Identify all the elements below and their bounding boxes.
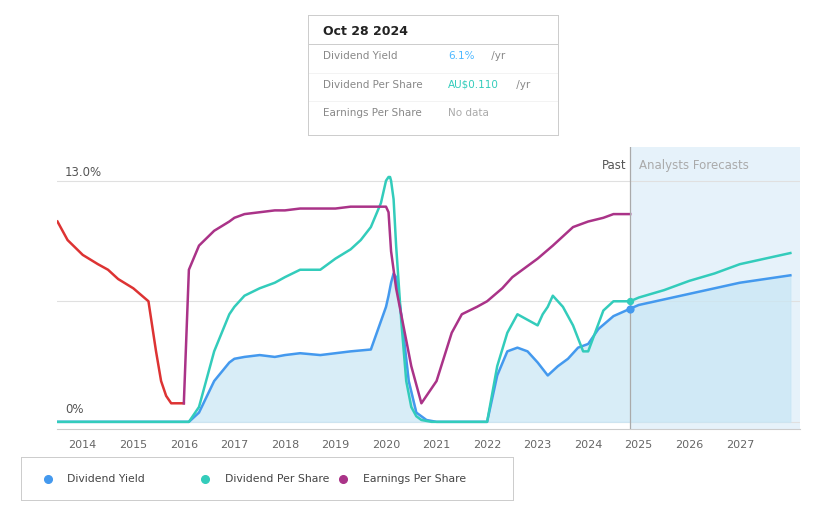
Text: Analysts Forecasts: Analysts Forecasts: [640, 158, 749, 172]
Text: Past: Past: [602, 158, 626, 172]
Text: Dividend Per Share: Dividend Per Share: [225, 474, 329, 484]
Text: Dividend Per Share: Dividend Per Share: [323, 80, 423, 90]
Text: 6.1%: 6.1%: [448, 51, 475, 61]
Text: No data: No data: [448, 108, 489, 118]
Text: 13.0%: 13.0%: [65, 166, 102, 179]
Text: Earnings Per Share: Earnings Per Share: [323, 108, 422, 118]
Text: Earnings Per Share: Earnings Per Share: [363, 474, 466, 484]
Text: AU$0.110: AU$0.110: [448, 80, 499, 90]
Text: Dividend Yield: Dividend Yield: [323, 51, 397, 61]
Point: [624, 297, 637, 305]
Text: /yr: /yr: [488, 51, 506, 61]
Bar: [631, 147, 800, 429]
Point: [624, 305, 637, 313]
Text: /yr: /yr: [513, 80, 530, 90]
Text: Dividend Yield: Dividend Yield: [67, 474, 145, 484]
Text: Oct 28 2024: Oct 28 2024: [323, 25, 408, 38]
Text: 0%: 0%: [65, 403, 84, 416]
